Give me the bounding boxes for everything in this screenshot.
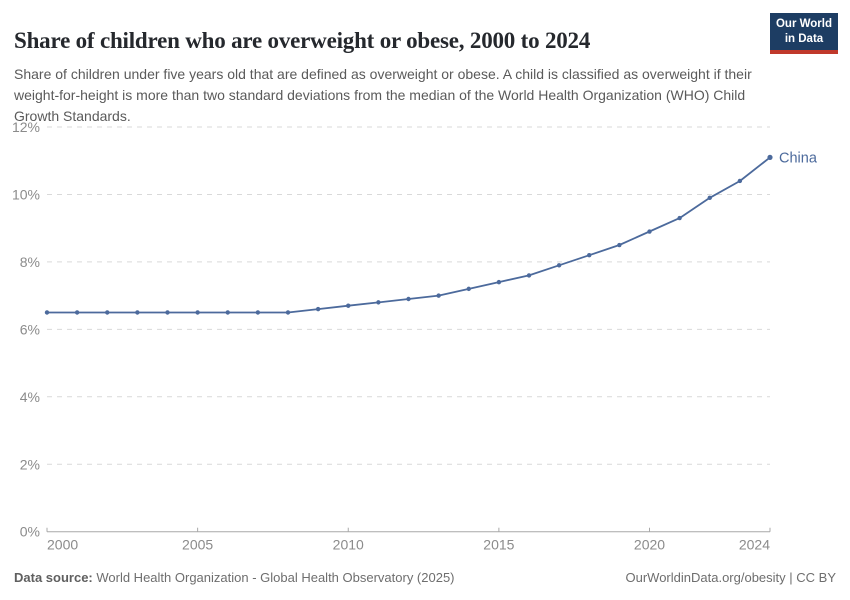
data-point-marker[interactable]: [556, 263, 562, 268]
y-tick-label: 2%: [20, 456, 40, 472]
x-tick-label: 2005: [182, 537, 213, 553]
data-point-marker[interactable]: [587, 252, 592, 258]
data-point-marker[interactable]: [466, 286, 471, 292]
data-point-marker[interactable]: [346, 303, 351, 308]
data-source-note: Data source: World Health Organization -…: [14, 570, 455, 585]
data-point-marker[interactable]: [74, 310, 80, 315]
data-point-marker[interactable]: [195, 310, 200, 315]
data-point-marker[interactable]: [165, 310, 170, 315]
data-point-marker[interactable]: [255, 310, 261, 315]
data-point-marker[interactable]: [617, 242, 622, 248]
x-tick-label: 2024: [739, 537, 770, 553]
data-source-text: World Health Organization - Global Healt…: [92, 570, 455, 585]
chart-title: Share of children who are overweight or …: [14, 28, 591, 54]
data-point-marker[interactable]: [135, 310, 140, 315]
data-point-marker[interactable]: [767, 154, 773, 160]
data-point-marker[interactable]: [737, 178, 743, 184]
data-point-marker[interactable]: [44, 310, 50, 315]
y-tick-label: 10%: [12, 186, 40, 202]
data-point-marker[interactable]: [315, 306, 321, 312]
y-tick-label: 4%: [20, 389, 40, 405]
data-point-marker[interactable]: [225, 310, 230, 315]
chart-footer: Data source: World Health Organization -…: [14, 570, 836, 585]
y-tick-label: 12%: [12, 119, 40, 135]
owid-logo-line1: Our World: [775, 18, 832, 30]
line-chart-plot-area[interactable]: 0% 2% 4% 6% 8% 10% 12% 2000 2005 2010 2015 2020 2024…: [0, 110, 850, 565]
data-source-label: Data source:: [14, 570, 93, 585]
data-point-marker[interactable]: [105, 310, 110, 315]
x-tick-label: 2000: [47, 537, 78, 553]
x-tick-label: 2010: [333, 537, 364, 553]
line-series-china[interactable]: [47, 156, 771, 314]
y-tick-label: 8%: [20, 254, 40, 270]
y-tick-label: 6%: [20, 321, 40, 337]
data-point-marker[interactable]: [677, 215, 682, 221]
y-tick-label: 0%: [20, 524, 40, 540]
data-point-marker[interactable]: [436, 293, 441, 298]
owid-logo-line2: in Data: [784, 32, 824, 45]
data-point-marker[interactable]: [496, 279, 502, 285]
data-point-marker[interactable]: [647, 229, 652, 234]
license-link[interactable]: OurWorldinData.org/obesity | CC BY: [625, 570, 837, 585]
data-point-marker[interactable]: [526, 273, 532, 278]
chart-subtitle: Share of children under five years old t…: [14, 66, 752, 124]
series-label-china: China: [779, 150, 818, 166]
x-tick-label: 2020: [634, 537, 665, 553]
data-point-marker[interactable]: [406, 296, 411, 302]
x-tick-label: 2015: [483, 537, 514, 553]
data-point-marker[interactable]: [285, 310, 291, 315]
data-point-marker[interactable]: [707, 195, 712, 201]
owid-logo[interactable]: Our World in Data: [770, 13, 838, 54]
data-point-marker[interactable]: [376, 300, 381, 305]
